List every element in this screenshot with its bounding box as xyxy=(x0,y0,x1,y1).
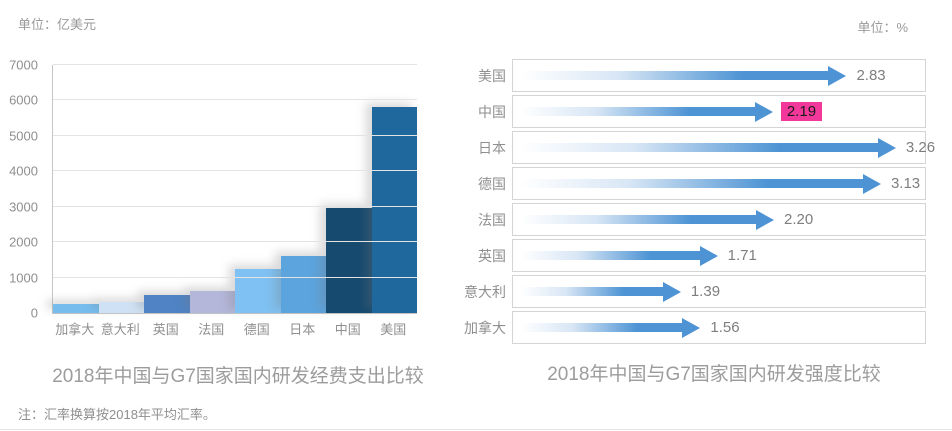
left-chart-title: 2018年中国与G7国家国内研发经费支出比较 xyxy=(52,366,424,387)
x-label-法国: 法国 xyxy=(198,322,225,337)
arrowhead-icon xyxy=(756,209,774,230)
x-label-加拿大: 加拿大 xyxy=(55,322,95,337)
value-arrow xyxy=(521,245,718,266)
bar-英国 xyxy=(144,295,190,313)
arrow-shaft xyxy=(521,179,863,188)
arrow-row-加拿大: 加拿大 1.56 xyxy=(464,311,952,344)
row-value: 3.13 xyxy=(890,175,921,192)
row-label-加拿大: 加拿大 xyxy=(464,319,506,336)
left-y-axis: 0 1000 2000 3000 4000 5000 6000 7000 xyxy=(0,58,44,321)
left-plot-area xyxy=(52,64,417,314)
arrowhead-icon xyxy=(662,281,681,302)
row-value: 3.26 xyxy=(905,139,936,156)
row-value: 1.39 xyxy=(690,283,721,300)
arrow-row-英国: 英国 1.71 xyxy=(476,239,952,272)
arrowhead-icon xyxy=(862,173,881,194)
arrowhead-icon xyxy=(828,65,847,86)
row-label-德国: 德国 xyxy=(478,175,506,192)
bar-美国 xyxy=(371,106,417,313)
row-box: 1.56 xyxy=(512,311,926,344)
value-arrow xyxy=(521,317,701,338)
row-box: 2.83 xyxy=(512,59,926,92)
y-tick-label: 0 xyxy=(30,305,38,321)
x-label-日本: 日本 xyxy=(289,322,316,337)
row-box: 2.19 xyxy=(512,95,926,128)
bar-series xyxy=(53,65,417,313)
gridline xyxy=(53,241,417,243)
gridline xyxy=(53,64,417,65)
arrow-row-日本: 日本 3.26 xyxy=(476,131,952,164)
x-label-德国: 德国 xyxy=(243,322,270,337)
x-label-意大利: 意大利 xyxy=(100,322,140,337)
arrow-row-意大利: 意大利 1.39 xyxy=(464,275,952,308)
bar-加拿大 xyxy=(53,303,99,313)
footnote: 注：汇率换算按2018年平均汇率。 xyxy=(18,407,216,422)
y-tick-label: 4000 xyxy=(9,163,38,179)
y-tick-label: 2000 xyxy=(9,234,38,250)
arrow-shaft xyxy=(521,107,755,116)
y-tick-label: 3000 xyxy=(9,199,38,215)
x-label-美国: 美国 xyxy=(380,322,407,337)
arrow-shaft xyxy=(521,215,756,224)
value-arrow xyxy=(521,65,847,86)
row-box: 1.71 xyxy=(512,239,926,272)
row-label-法国: 法国 xyxy=(478,211,506,228)
gridline xyxy=(53,99,417,101)
row-value: 2.83 xyxy=(856,67,886,84)
bar-日本 xyxy=(280,255,326,313)
arrow-row-中国: 中国 2.19 xyxy=(476,95,952,128)
row-label-英国: 英国 xyxy=(478,247,506,264)
gridline xyxy=(53,170,417,172)
bar-意大利 xyxy=(98,302,144,313)
arrow-shaft xyxy=(521,287,663,296)
arrow-row-法国: 法国 2.20 xyxy=(476,203,952,236)
value-arrow xyxy=(521,209,774,230)
y-tick-label: 7000 xyxy=(9,57,38,73)
row-value: 1.56 xyxy=(710,319,740,336)
arrow-chart: 美国 2.83 中国 2.19 日本 3.26 德国 3.13 法国 2.20 英国 1.71 意大利 1… xyxy=(464,59,952,347)
arrow-shaft xyxy=(521,323,683,332)
arrowhead-icon xyxy=(754,101,773,122)
gridline xyxy=(53,276,417,278)
arrow-row-美国: 美国 2.83 xyxy=(476,59,952,92)
x-label-英国: 英国 xyxy=(152,322,179,337)
value-arrow xyxy=(521,101,773,122)
right-unit-label: 单位：% xyxy=(857,20,908,35)
bottom-divider xyxy=(0,429,952,430)
left-unit-label: 单位：亿美元 xyxy=(18,17,97,32)
y-tick-label: 6000 xyxy=(9,92,38,108)
right-chart-title: 2018年中国与G7国家国内研发强度比较 xyxy=(547,364,881,385)
row-box: 2.20 xyxy=(512,203,926,236)
arrow-shaft xyxy=(521,143,878,152)
row-box: 1.39 xyxy=(512,275,926,308)
gridline xyxy=(53,134,417,136)
row-label-意大利: 意大利 xyxy=(464,283,506,300)
y-tick-label: 1000 xyxy=(9,270,38,286)
arrow-shaft xyxy=(521,71,829,80)
x-label-中国: 中国 xyxy=(334,322,361,337)
bar-德国 xyxy=(235,269,281,313)
row-value: 1.71 xyxy=(727,247,757,264)
y-tick-label: 5000 xyxy=(9,128,38,144)
left-x-axis: 加拿大 意大利 英国 法国 德国 日本 中国 美国 xyxy=(52,319,416,338)
value-arrow xyxy=(521,281,681,302)
arrowhead-icon xyxy=(699,245,718,266)
row-label-中国: 中国 xyxy=(478,103,506,120)
row-value: 2.20 xyxy=(784,211,814,228)
row-box: 3.13 xyxy=(512,167,926,200)
bar-法国 xyxy=(189,291,235,313)
row-box: 3.26 xyxy=(512,131,935,164)
arrowhead-icon xyxy=(877,137,896,158)
value-arrow xyxy=(521,137,896,158)
gridline xyxy=(53,205,417,207)
row-label-美国: 美国 xyxy=(478,67,506,84)
arrow-shaft xyxy=(521,251,700,260)
row-label-日本: 日本 xyxy=(478,139,506,156)
arrowhead-icon xyxy=(682,317,701,338)
arrow-row-德国: 德国 3.13 xyxy=(476,167,952,200)
value-arrow xyxy=(521,173,881,194)
highlighted-value: 2.19 xyxy=(780,102,823,121)
bar-中国 xyxy=(326,207,372,313)
